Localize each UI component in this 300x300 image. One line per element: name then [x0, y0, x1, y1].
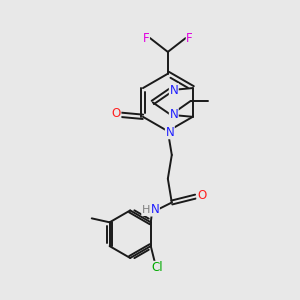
Text: N: N: [169, 108, 178, 121]
Text: F: F: [186, 32, 193, 44]
Text: O: O: [197, 189, 206, 202]
Text: N: N: [165, 126, 174, 139]
Text: N: N: [151, 203, 159, 216]
Text: H: H: [142, 206, 150, 215]
Text: Cl: Cl: [151, 261, 163, 274]
Text: N: N: [169, 84, 178, 97]
Text: F: F: [143, 32, 149, 44]
Text: O: O: [112, 107, 121, 120]
